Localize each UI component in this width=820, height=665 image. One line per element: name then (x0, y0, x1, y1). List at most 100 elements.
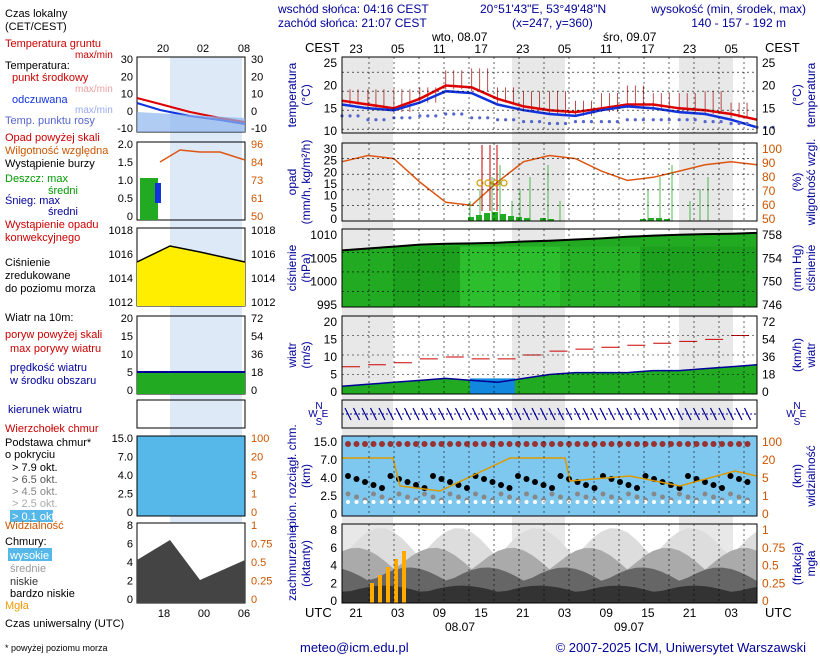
bottom-tick: 03 (558, 606, 572, 620)
cloud-base-dot (405, 500, 410, 504)
panel-frame-temp (341, 56, 758, 134)
legend-mini-marks (136, 97, 246, 603)
cloud-base-dot (744, 479, 751, 485)
mini-right-tick: -10 (251, 123, 267, 135)
dew-point-dot (374, 118, 378, 122)
right-axis-title: ciśnienie (804, 244, 818, 291)
legend-humidity: Wilgotność względna (5, 145, 109, 157)
legend-cl-vlow: bardzo niskie (10, 588, 75, 600)
precip-bar (664, 219, 670, 221)
cloud-base-dot (345, 473, 351, 479)
right-axis-tick: 18 (762, 368, 776, 382)
temp-line (341, 84, 758, 121)
cloud-top-dot (379, 441, 385, 447)
wind-direction-arrow (573, 407, 582, 421)
cloud-base-dot (345, 491, 351, 497)
dew-point-dot (729, 121, 733, 126)
fog-bar (402, 551, 406, 603)
wind-direction-arrow (565, 407, 573, 421)
precip-bar (524, 218, 530, 221)
cloud-base-dot (635, 500, 639, 504)
mini-right-tick: 54 (251, 331, 263, 343)
mini-left-tick: 0 (127, 594, 133, 606)
wind-direction-arrow (624, 407, 633, 421)
wind-direction-arrow (420, 407, 429, 421)
cloud-base-dot (737, 500, 741, 504)
left-axis-tick: 10 (324, 124, 338, 138)
cloud-top-dot (583, 441, 589, 447)
mini-left-tick: 1016 (109, 249, 133, 261)
panel-frame-pres (341, 228, 758, 308)
legend-time-local-sub: (CET/CEST) (5, 21, 67, 33)
bottom-tick: 21 (349, 606, 363, 620)
cloud-top-dot (608, 441, 615, 447)
mini-right-tick: 5 (251, 470, 257, 482)
pressure-shade (460, 246, 560, 307)
fog-bar (378, 575, 382, 603)
left-axis-tick: 10 (324, 189, 338, 203)
legend-max-min: max/min (75, 50, 113, 61)
utc-label-left: UTC (305, 605, 332, 620)
legend-mid-point: punkt środkowy (12, 72, 89, 84)
visibility-line (342, 457, 758, 492)
top-tick: 17 (641, 42, 655, 56)
cloud-base-dot (711, 500, 716, 504)
left-axis-tick: 0 (330, 507, 337, 521)
legend-pressure-1: Ciśnienie (5, 257, 50, 269)
night-band (679, 57, 733, 603)
mini-right-tick: 0.5 (251, 557, 266, 569)
top-tick: 11 (600, 42, 613, 56)
cloud-base-dot (464, 485, 470, 491)
cloud-base-dot (473, 500, 478, 504)
legend-dew-point: Temp. punktu rosy (5, 115, 95, 127)
top-tick: 05 (725, 42, 739, 56)
cloud-base-dot (618, 500, 622, 504)
legend-local-tick: 02 (197, 43, 209, 55)
cloud-base-dot (370, 482, 377, 488)
right-axis-title: wiatr (804, 342, 818, 368)
bottom-tick: 15 (641, 606, 655, 620)
right-axis-tick: 20 (762, 79, 776, 93)
cloud-top-dot (421, 441, 428, 447)
dew-point-dot (563, 121, 568, 126)
cloud-base-dot (669, 500, 673, 504)
cloud-panel-bg (342, 436, 757, 516)
right-axis-tick: 36 (762, 350, 776, 364)
cloud-base-dot (685, 473, 691, 479)
mini-left-tick: 20 (121, 313, 133, 325)
left-axis-tick: 0 (330, 212, 337, 226)
cloud-base-dot (651, 491, 657, 497)
cloud-top-dot (345, 441, 351, 447)
cloud-top-dot (481, 441, 487, 447)
footer-email[interactable]: meteo@icm.edu.pl (300, 640, 409, 655)
left-axis-tick: 15 (324, 101, 338, 115)
mini-left-tick: -10 (117, 123, 133, 135)
legend-wind-title: Wiatr na 10m: (5, 312, 73, 324)
legend-feels-like: odczuwana (12, 94, 69, 106)
bottom-tick: 03 (725, 606, 739, 620)
wind-direction-arrow (701, 407, 709, 421)
cloud-base-dot (625, 482, 632, 488)
pressure-line (341, 231, 758, 252)
dew-point-dot (348, 114, 352, 118)
cloud-top-dot (430, 441, 436, 447)
legend-fog: Mgła (5, 600, 30, 612)
legend-wind-speed-2: w środku obszaru (9, 375, 96, 387)
panel-frame-cover (341, 523, 758, 604)
legend-utc-tick: 18 (158, 608, 170, 620)
left-axis-tick: 1005 (310, 251, 337, 265)
left-axis-unit: (m/s) (299, 341, 313, 368)
dew-point-dot (589, 120, 594, 124)
pressure-shade (560, 246, 640, 307)
cloud-top-dot (353, 441, 360, 447)
cloud-base-dot (439, 500, 444, 504)
cloud-top-dot (387, 441, 394, 447)
left-axis-tick: 20 (324, 79, 338, 93)
dew-point-dot (599, 120, 603, 124)
compass-letter: W (308, 409, 318, 420)
mini-left-tick: 4 (127, 557, 133, 569)
legend-max-min-3: max/min (75, 105, 113, 116)
left-axis-unit: (°C) (299, 84, 313, 105)
right-axis-title: mgła (804, 550, 818, 576)
